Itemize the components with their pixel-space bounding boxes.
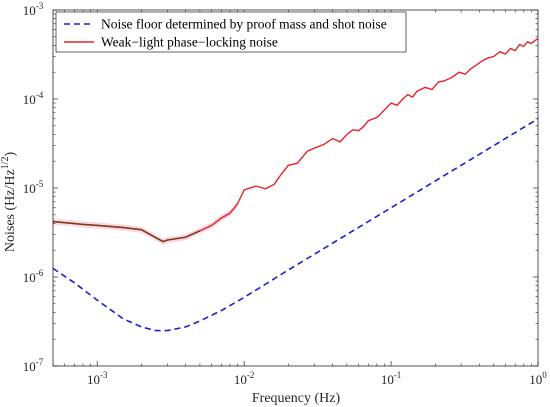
x-tick-label: 10-1: [381, 370, 402, 387]
series-line-phase-locking: [52, 37, 539, 243]
legend: Noise floor determined by proof mass and…: [55, 11, 407, 53]
y-tick-label: 10-4: [23, 90, 44, 107]
x-tick-label: 10-3: [87, 370, 108, 387]
y-tick-label: 10-3: [23, 1, 44, 18]
x-tick-label: 100: [529, 370, 547, 387]
plot-area: [53, 10, 538, 366]
x-tick-label: 10-2: [234, 370, 255, 387]
series-line-phase-locking-low: [52, 220, 201, 243]
series-layer: [52, 37, 539, 332]
y-axis-title-text: Noises (Hz/Hz1/2): [0, 152, 18, 253]
plot-background: [53, 10, 538, 366]
legend-box: [55, 11, 407, 53]
y-tick-label: 10-7: [23, 357, 44, 374]
y-tick-label: 10-5: [23, 179, 44, 196]
legend-label: Noise floor determined by proof mass and…: [101, 17, 387, 32]
x-axis-title: Frequency (Hz): [252, 391, 341, 406]
series-line-noise-floor: [52, 118, 539, 332]
legend-label: Weak−light phase−locking noise: [101, 35, 278, 50]
series-uncertainty-band: [53, 201, 238, 245]
axes-layer: 10-3 10-2 10-1 100 10-7 10-6 10-5 10-4 10-3: [23, 1, 548, 387]
y-tick-label: 10-6: [23, 268, 44, 285]
y-axis-title: Noises (Hz/Hz1/2): [0, 152, 18, 253]
